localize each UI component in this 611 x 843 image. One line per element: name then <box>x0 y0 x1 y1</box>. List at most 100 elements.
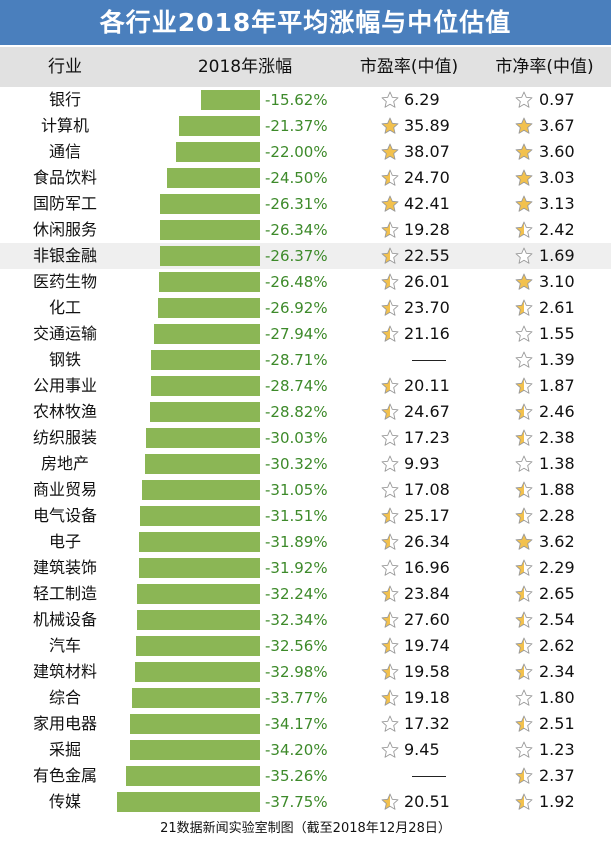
pe-star-icon <box>381 663 399 680</box>
industry-label: 建筑材料 <box>32 662 97 681</box>
change-bar <box>200 90 260 110</box>
change-label: -37.75% <box>265 793 328 811</box>
pb-value: 2.29 <box>539 558 575 577</box>
pb-value: 3.67 <box>539 116 575 135</box>
table-row: 医药生物 -26.48% 26.01 3.10 <box>0 269 611 295</box>
change-label: -32.24% <box>265 585 328 603</box>
change-label: -26.92% <box>265 299 328 317</box>
pe-value: 17.08 <box>404 480 450 499</box>
change-bar <box>166 168 260 188</box>
industry-label: 建筑装饰 <box>32 558 97 577</box>
table-row: 建筑装饰 -31.92% 16.96 2.29 <box>0 555 611 581</box>
industry-label: 交通运输 <box>32 324 97 343</box>
header-industry: 行业 <box>48 57 82 77</box>
pe-value: 38.07 <box>404 142 450 161</box>
pb-star-icon <box>515 325 533 342</box>
table-row: 汽车 -32.56% 19.74 2.62 <box>0 633 611 659</box>
pb-star-icon <box>515 221 533 238</box>
pe-star-icon <box>381 481 399 498</box>
change-bar <box>144 454 260 474</box>
header-pe: 市盈率(中值) <box>359 57 459 77</box>
change-label: -28.74% <box>265 377 328 395</box>
pe-star-icon <box>381 247 399 264</box>
industry-label: 化工 <box>48 298 81 317</box>
pb-star-icon <box>515 117 533 134</box>
pe-star-icon <box>381 91 399 108</box>
table-row: 房地产 -30.32% 9.93 1.38 <box>0 451 611 477</box>
change-bar <box>134 662 260 682</box>
pb-value: 1.87 <box>539 376 575 395</box>
table-row: 农林牧渔 -28.82% 24.67 2.46 <box>0 399 611 425</box>
change-label: -28.71% <box>265 351 328 369</box>
pe-star-icon <box>381 221 399 238</box>
pe-value: 17.23 <box>404 428 450 447</box>
pb-star-icon <box>515 793 533 810</box>
pe-star-icon <box>381 325 399 342</box>
change-bar <box>159 272 260 292</box>
pb-star-icon <box>515 169 533 186</box>
pb-star-icon <box>515 507 533 524</box>
pe-star-icon <box>381 195 399 212</box>
table-row: 有色金属 -35.26% 2.37 <box>0 763 611 789</box>
industry-label: 有色金属 <box>32 766 97 785</box>
pe-star-icon <box>381 507 399 524</box>
change-label: -34.17% <box>265 715 328 733</box>
pb-value: 3.10 <box>539 272 575 291</box>
table-row: 银行 -15.62% 6.29 0.97 <box>0 87 611 113</box>
pb-value: 2.62 <box>539 636 575 655</box>
pb-star-icon <box>515 195 533 212</box>
pb-value: 1.92 <box>539 792 575 811</box>
change-bar <box>142 480 260 500</box>
change-bar <box>145 428 260 448</box>
pb-value: 3.03 <box>539 168 575 187</box>
pb-value: 2.51 <box>539 714 575 733</box>
pe-value: 9.93 <box>404 454 440 473</box>
pe-value: 20.11 <box>404 376 450 395</box>
pb-star-icon <box>515 767 533 784</box>
pe-star-icon <box>381 715 399 732</box>
pb-star-icon <box>515 403 533 420</box>
industry-label: 轻工制造 <box>32 584 97 603</box>
pb-value: 2.42 <box>539 220 575 239</box>
pb-star-icon <box>515 377 533 394</box>
pe-star-icon <box>381 455 399 472</box>
pe-value: 20.51 <box>404 792 450 811</box>
pb-star-icon <box>515 611 533 628</box>
pe-star-icon <box>381 585 399 602</box>
change-bar <box>157 298 260 318</box>
pb-star-icon <box>515 481 533 498</box>
pb-value: 1.80 <box>539 688 575 707</box>
table-row: 休闲服务 -26.34% 19.28 2.42 <box>0 217 611 243</box>
change-bar <box>130 740 260 760</box>
table-row: 计算机 -21.37% 35.89 3.67 <box>0 113 611 139</box>
pb-value: 2.65 <box>539 584 575 603</box>
industry-label: 电气设备 <box>32 506 97 525</box>
change-bar <box>160 194 260 214</box>
pe-value: 26.01 <box>404 272 450 291</box>
pe-value: 17.32 <box>404 714 450 733</box>
change-bar <box>176 142 260 162</box>
pb-value: 2.61 <box>539 298 575 317</box>
change-label: -31.92% <box>265 559 328 577</box>
pe-star-icon <box>381 793 399 810</box>
table-row: 机械设备 -32.34% 27.60 2.54 <box>0 607 611 633</box>
pe-star-icon <box>381 377 399 394</box>
table-row: 钢铁 -28.71% 1.39 <box>0 347 611 373</box>
industry-label: 公用事业 <box>32 376 97 395</box>
table-row: 轻工制造 -32.24% 23.84 2.65 <box>0 581 611 607</box>
change-label: -26.48% <box>265 273 328 291</box>
change-bar <box>138 532 260 552</box>
change-bar <box>140 506 260 526</box>
pb-value: 1.55 <box>539 324 575 343</box>
pb-star-icon <box>515 663 533 680</box>
industry-label: 家用电器 <box>32 714 97 733</box>
change-label: -31.89% <box>265 533 328 551</box>
pb-value: 2.38 <box>539 428 575 447</box>
table-row: 交通运输 -27.94% 21.16 1.55 <box>0 321 611 347</box>
change-bar <box>159 246 260 266</box>
change-bar <box>138 558 260 578</box>
industry-label: 综合 <box>48 688 81 707</box>
change-label: -26.37% <box>265 247 328 265</box>
pb-value: 3.13 <box>539 194 575 213</box>
change-label: -35.26% <box>265 767 328 785</box>
